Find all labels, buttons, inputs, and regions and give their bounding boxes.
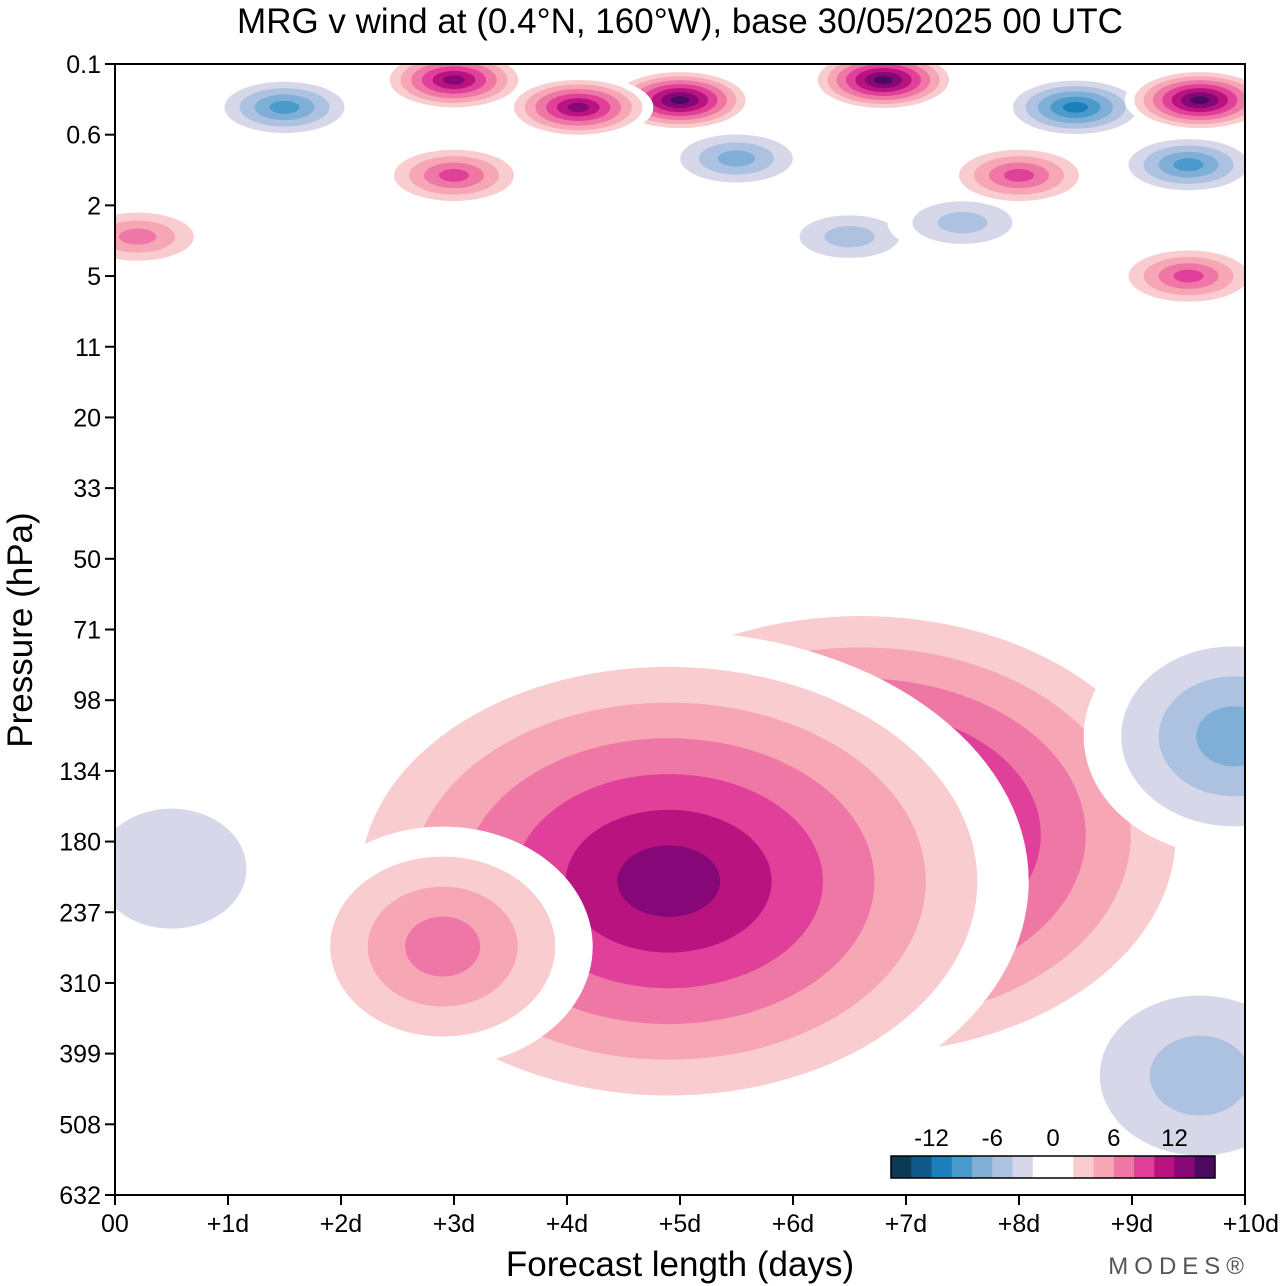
x-tick-label: +4d [546,1210,588,1238]
contour-level-6-4 [269,100,300,114]
colorbar-swatch [1134,1156,1155,1178]
y-tick-label: 237 [59,899,101,927]
colorbar-tick-label: -12 [914,1125,949,1152]
contour-level-5-2 [1149,1035,1245,1116]
contour-level-2-3 [405,916,481,977]
colorbar-swatch [1032,1156,1054,1178]
colorbar-swatch [951,1156,973,1178]
x-tick-label: +5d [659,1210,701,1238]
contour-level-4-3 [1196,706,1245,767]
contour-level-18-3 [118,228,157,245]
x-tick-label: +3d [433,1210,475,1238]
contour-level-19-4 [1173,269,1204,283]
y-axis-label: Pressure (hPa) [1,512,40,747]
modes-logo: MODES® [1108,1253,1250,1280]
y-tick-label: 0.6 [66,122,101,150]
y-tick-label: 632 [59,1182,101,1210]
x-tick-label: +9d [1111,1210,1153,1238]
colorbar-swatch [1174,1156,1196,1178]
contour-level-9-3 [717,150,756,167]
colorbar-swatch [1093,1156,1115,1178]
y-tick-label: 2 [87,192,101,220]
x-tick-label: +1d [207,1210,249,1238]
x-tick-label: 00 [101,1210,129,1238]
contour-level-8-4 [1173,158,1204,172]
contour-level-10-2 [824,225,875,248]
contour-level-16-6 [567,102,589,112]
y-tick-label: 134 [59,758,101,786]
contour-fields [115,64,1245,1195]
colorbar-tick-label: -6 [982,1125,1003,1152]
x-tick-label: +2d [320,1210,362,1238]
colorbar-swatch [972,1156,993,1178]
contour-level-15-7 [1190,96,1210,105]
colorbar-swatch [1073,1156,1094,1178]
colorbar-swatch [1194,1156,1216,1178]
y-tick-label: 5 [87,263,101,291]
contour-level-11-2 [937,211,988,234]
x-tick-label: +7d [885,1210,927,1238]
y-tick-label: 310 [59,970,101,998]
contour-level-12-6 [443,75,465,85]
colorbar-frame [890,1155,1216,1179]
y-tick-label: 98 [73,687,101,715]
colorbar-swatch [1154,1156,1175,1178]
contour-level-17-4 [439,168,469,182]
y-axis: 0.1 0.6 2 5 11 20 33 50 71 98 134 180 237 310 399 508 63… [59,51,115,1210]
contour-level-13-7 [670,96,690,105]
colorbar-swatch [1113,1156,1135,1178]
x-tick-label: +6d [772,1210,814,1238]
x-axis: 00 +1d +2d +3d +4d +5d +6d +7d +8d +9d +10d [101,1195,1279,1238]
colorbar-tick-label: 6 [1107,1125,1120,1152]
y-tick-label: 399 [59,1041,101,1069]
y-tick-label: 180 [59,829,101,857]
colorbar-tick-label: 12 [1161,1125,1188,1152]
y-tick-label: 50 [73,546,101,574]
colorbar-swatch [992,1156,1013,1178]
y-tick-label: 11 [75,334,101,362]
colorbar-swatch [1012,1156,1034,1178]
contour-level-20-4 [1004,168,1034,182]
colorbar-tick-label: 0 [1046,1125,1059,1152]
x-axis-label: Forecast length (days) [506,1245,854,1284]
x-tick-label: +8d [998,1210,1040,1238]
chart-title: MRG v wind at (0.4°N, 160°W), base 30/05… [237,2,1123,41]
colorbar-swatch [1053,1156,1074,1178]
colorbar-swatch [931,1156,953,1178]
y-tick-label: 508 [59,1111,101,1139]
y-tick-label: 0.1 [66,51,101,79]
colorbar: -12 -6 0 6 12 [890,1125,1216,1179]
y-tick-label: 33 [73,475,101,503]
y-tick-label: 71 [73,617,101,645]
contour-level-3-1 [115,808,247,929]
plot-area [114,63,1246,1196]
y-tick-label: 20 [73,404,101,432]
colorbar-swatch [891,1156,912,1178]
contour-level-1-6 [617,845,721,917]
colorbar-swatch [911,1156,932,1178]
x-tick-label: +10d [1223,1210,1279,1238]
contour-level-7-5 [1063,102,1088,113]
contour-level-14-7 [874,75,893,84]
